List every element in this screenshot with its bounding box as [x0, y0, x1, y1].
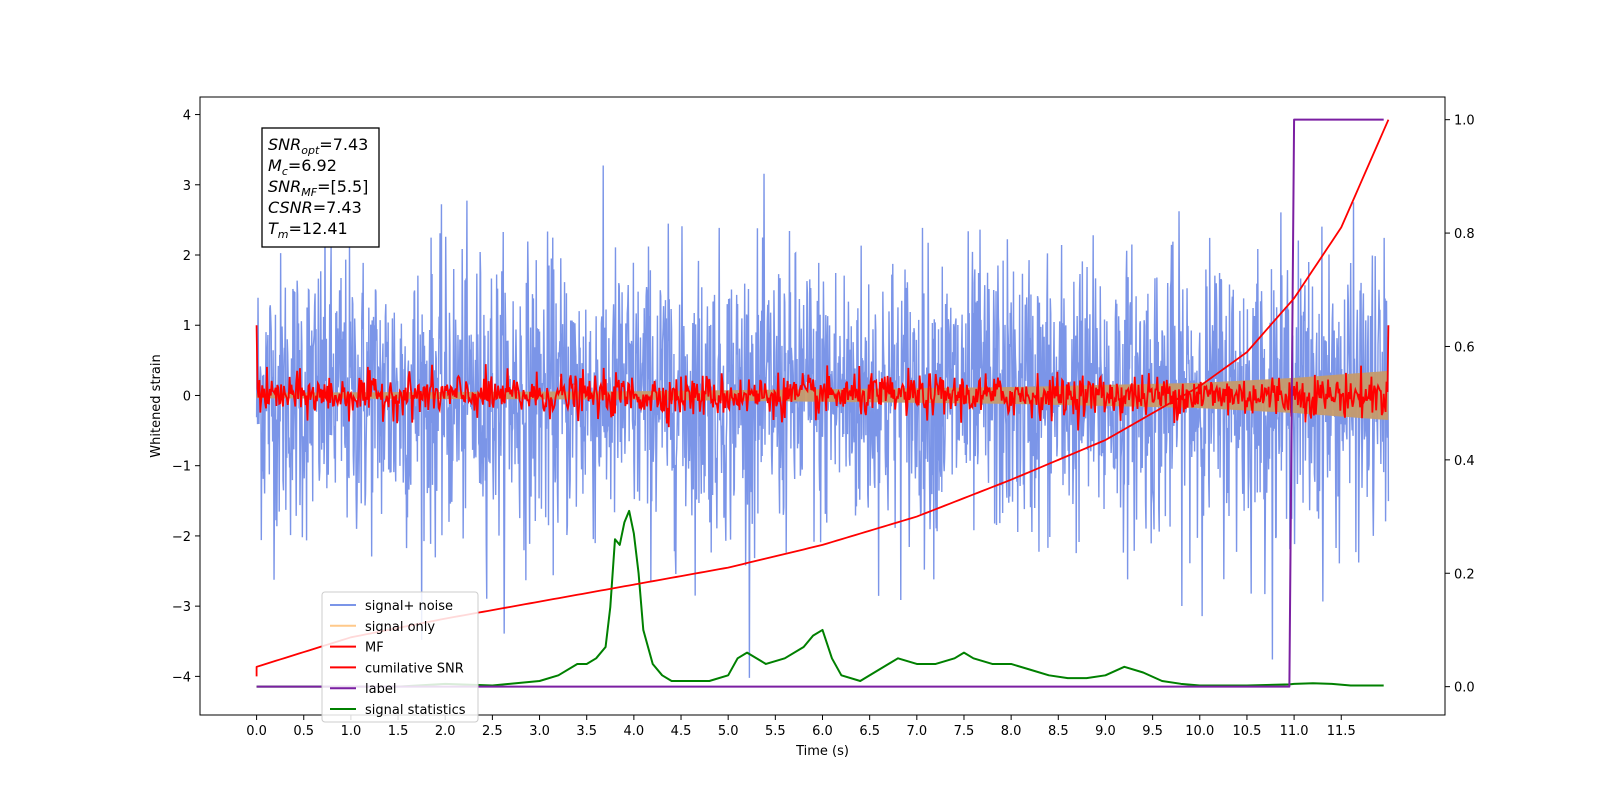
- annotation-line: Tm=12.41: [268, 219, 348, 241]
- x-tick-label: 10.0: [1185, 724, 1214, 739]
- x-tick-label: 2.5: [482, 724, 503, 739]
- x-tick-label: 8.0: [1001, 724, 1022, 739]
- x-tick-label: 7.0: [906, 724, 927, 739]
- y-tick-label: −3: [172, 600, 191, 615]
- series-layer: [255, 118, 1390, 688]
- x-tick-label: 6.5: [859, 724, 880, 739]
- y-axis-label: Whitened strain: [149, 354, 164, 457]
- y-tick-label: 0: [183, 389, 191, 404]
- y2-tick-label: 0.4: [1454, 454, 1475, 469]
- y-axis-right: 1.0 0.8 0.6 0.4 0.2 0.0: [1445, 114, 1475, 696]
- legend-entry: label: [365, 682, 396, 697]
- x-tick-label: 0.5: [293, 724, 314, 739]
- y2-tick-label: 0.8: [1454, 227, 1475, 242]
- x-tick-label: 3.5: [576, 724, 597, 739]
- annotation-line: CSNR=7.43: [268, 198, 362, 217]
- x-tick-label: 1.0: [341, 724, 362, 739]
- legend: signal+ noise signal only MF cumilative SNR…: [321, 591, 479, 723]
- x-axis-label: Time (s): [795, 744, 849, 759]
- x-tick-label: 8.5: [1048, 724, 1069, 739]
- x-tick-label: 7.5: [954, 724, 975, 739]
- y-tick-label: 3: [183, 179, 191, 194]
- annotation-line: SNRMF=[5.5]: [268, 177, 368, 199]
- annotation-frame: [261, 127, 380, 248]
- annotation-line: Mc=6.92: [268, 156, 337, 178]
- x-tick-label: 11.5: [1327, 724, 1356, 739]
- y2-tick-label: 0.6: [1454, 340, 1475, 355]
- y2-tick-label: 0.0: [1454, 681, 1475, 696]
- x-tick-label: 6.0: [812, 724, 833, 739]
- x-axis: 0.0 0.5 1.0 1.5 2.0 2.5 3.0 3.5 4.0 4.5 5.0 5.5 6.0 6…: [246, 715, 1356, 739]
- x-tick-label: 2.0: [435, 724, 456, 739]
- legend-entry: cumilative SNR: [365, 661, 464, 676]
- y-tick-label: 2: [183, 249, 191, 264]
- y-tick-label: −4: [172, 670, 191, 685]
- series-label-line: [256, 118, 1384, 688]
- annotation-line: SNRopt=7.43: [268, 135, 368, 157]
- x-tick-label: 9.5: [1142, 724, 1163, 739]
- y2-tick-label: 0.2: [1454, 567, 1475, 582]
- x-tick-label: 4.5: [671, 724, 692, 739]
- series-mf-line: [255, 325, 1390, 431]
- legend-entry: MF: [365, 641, 384, 656]
- x-tick-label: 9.0: [1095, 724, 1116, 739]
- y-tick-label: 1: [183, 319, 191, 334]
- x-tick-label: 1.5: [388, 724, 409, 739]
- legend-entry: signal statistics: [365, 703, 466, 718]
- y2-tick-label: 1.0: [1454, 114, 1475, 129]
- x-tick-label: 5.0: [718, 724, 739, 739]
- y-tick-label: 4: [183, 109, 191, 124]
- x-tick-label: 3.0: [529, 724, 550, 739]
- legend-frame: [321, 591, 479, 723]
- x-tick-label: 5.5: [765, 724, 786, 739]
- y-axis-left: 4 3 2 1 0 −1 −2 −3 −4: [172, 109, 200, 685]
- x-tick-label: 0.0: [246, 724, 267, 739]
- x-tick-label: 4.0: [624, 724, 645, 739]
- legend-entry: signal only: [365, 620, 435, 635]
- series-signal-noise-line: [255, 165, 1390, 678]
- x-tick-label: 11.0: [1280, 724, 1309, 739]
- series-signal-statistics-line: [256, 509, 1384, 688]
- y-tick-label: −2: [172, 530, 191, 545]
- legend-entry: signal+ noise: [365, 599, 453, 614]
- y-tick-label: −1: [172, 460, 191, 475]
- x-tick-label: 10.5: [1232, 724, 1261, 739]
